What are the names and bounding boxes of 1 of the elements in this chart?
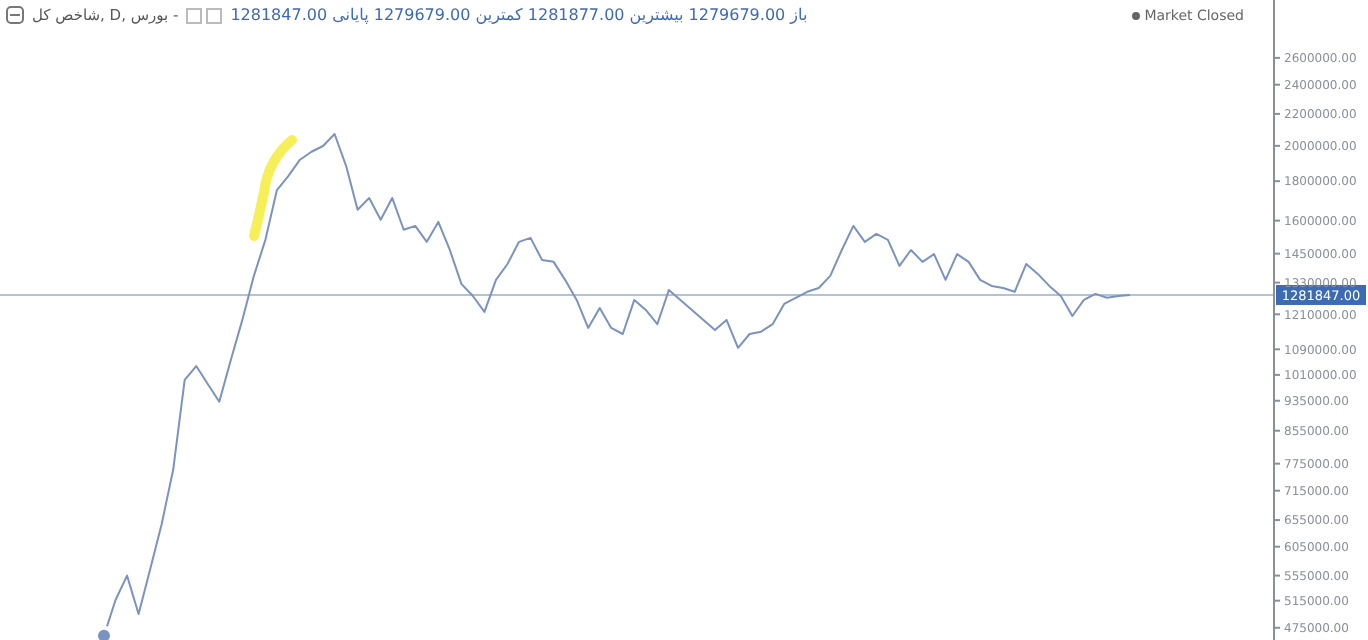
chart-subtitle: باز 1279679.00 بیشترین 1281877.00 کمترین 1279679.00 پایانی 1281847.00 <box>230 6 808 24</box>
